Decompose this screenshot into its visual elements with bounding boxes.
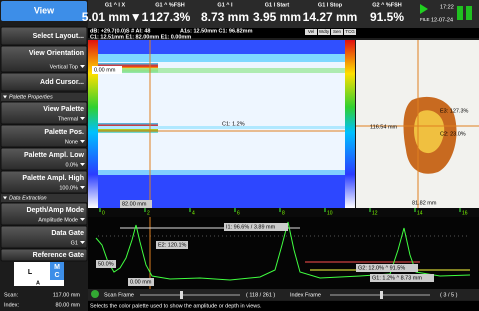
- depth-label: 0.00 mm: [94, 67, 116, 73]
- gate1-label: G1: 1.2% ^ 8.73 mm: [372, 275, 422, 281]
- ruler-label: 12: [372, 210, 378, 216]
- item-value: Thermal: [58, 116, 78, 122]
- item-value: None: [65, 139, 78, 145]
- ref-letter: M: [54, 264, 60, 271]
- tab-label: View: [34, 5, 55, 15]
- end-depth: 116.54 mm: [370, 124, 398, 130]
- index-label: Index:: [4, 302, 19, 308]
- left-scale: [88, 40, 98, 208]
- reading-value: 3.95 mm: [253, 10, 301, 24]
- ruler-label: 8: [282, 210, 285, 216]
- screen: View Select Layout... View Orientation Ver…: [0, 0, 479, 311]
- cscan-band: [98, 170, 345, 175]
- end-amp: E3: 127.3%: [440, 108, 469, 114]
- item-label: Palette Pos.: [44, 129, 84, 136]
- ruler-label: 0: [102, 210, 105, 216]
- index-value: 80.00 mm: [56, 302, 81, 308]
- reading-label: G2 ^ %FSH: [372, 2, 402, 8]
- reading-value: 8.73 mm: [201, 10, 249, 24]
- battery: [457, 6, 463, 20]
- gate2-label: G2: 12.0% ^ 91.5%: [358, 265, 405, 271]
- time: 17:22: [440, 4, 454, 10]
- item-value: 0.0%: [65, 162, 78, 168]
- file: FILE: [420, 17, 430, 22]
- ruler-label: 14: [417, 210, 423, 216]
- index-frame-label: Index Frame: [290, 292, 321, 298]
- reading-value: 91.5%: [370, 10, 404, 24]
- reading-label: G1 I Start: [265, 2, 290, 8]
- cscan-band: [98, 40, 345, 54]
- end-index: 81.82 mm: [412, 200, 437, 206]
- ruler-label: 6: [237, 210, 240, 216]
- item-label: Data Gate: [51, 230, 84, 237]
- slider-thumb[interactable]: [380, 291, 383, 299]
- item-value: G1: [71, 240, 78, 246]
- item-label: Reference Gate: [33, 252, 84, 259]
- scan-value: 117.00 mm: [53, 292, 81, 298]
- item-label: Depth/Amp Mode: [26, 207, 84, 214]
- item-label: Select Layout...: [33, 33, 84, 40]
- index-frame-count: ( 3 / 5 ): [440, 292, 458, 298]
- info-button-label: TCG: [345, 29, 355, 34]
- end-cursor: C2: 23.0%: [440, 131, 466, 137]
- echo-label: E2: 120.1%: [158, 242, 187, 248]
- ruler-label: 16: [462, 210, 468, 216]
- info-button-label: Vel: [308, 29, 314, 34]
- reading-label: G1 ^ %FSH: [155, 2, 185, 8]
- ref-letter: A: [36, 280, 40, 286]
- battery: [466, 6, 472, 20]
- scan-frame-count: ( 118 / 261 ): [246, 292, 275, 298]
- item-value: 100.0%: [59, 185, 78, 191]
- gate-i-label: I1: 96.6% / 3.89 mm: [226, 224, 276, 230]
- ruler-label: 10: [327, 210, 333, 216]
- section-title: Palette Properties: [9, 94, 53, 100]
- date: 12-07-24: [431, 17, 453, 23]
- item-value: Amplitude Mode: [38, 217, 78, 223]
- ruler-label: 2: [147, 210, 150, 216]
- frame-icon: [91, 290, 99, 298]
- item-value: Vertical Top: [50, 64, 78, 70]
- info-button-label: Wdty: [319, 29, 330, 34]
- ruler-label: 4: [192, 210, 195, 216]
- reading-label: G1 I Stop: [318, 2, 343, 8]
- info-button-label: Sen: [333, 29, 342, 34]
- item-label: View Orientation: [29, 50, 84, 57]
- reading-value: 5.01 mm▼1: [82, 10, 149, 24]
- ref-letter: L: [28, 269, 33, 276]
- item-label: Palette Ampl. Low: [24, 152, 85, 159]
- reading-value: 127.3%: [150, 10, 191, 24]
- section-title: Data Extraction: [9, 195, 47, 201]
- cursor-label: C1: 1.2%: [222, 121, 245, 127]
- slider-thumb[interactable]: [180, 291, 183, 299]
- index-label: 82.00 mm: [122, 201, 147, 207]
- scan-frame-label: Scan Frame: [104, 292, 134, 298]
- scan-label: Scan:: [4, 292, 19, 298]
- info: C1: 12.51mm E1: 82.00mm E1: 0.00mm: [90, 34, 191, 40]
- item-label: Add Cursor...: [40, 79, 84, 86]
- reading-value: 14.27 mm: [303, 10, 358, 24]
- ref-letter: C: [54, 272, 59, 279]
- cscan-band: [98, 54, 345, 62]
- reading-label: G1 ^ I: [217, 2, 233, 8]
- item-label: View Palette: [43, 106, 84, 113]
- item-label: Palette Ampl. High: [22, 175, 84, 182]
- reading-label: G1 ^ I X: [105, 2, 126, 8]
- palette-bar: [345, 40, 355, 208]
- ref-level: 50.0%: [98, 261, 114, 267]
- zero-label: 0.00 mm: [130, 279, 152, 285]
- cscan-indication: [98, 68, 345, 73]
- help-text: Selects the color palette used to show t…: [90, 303, 262, 309]
